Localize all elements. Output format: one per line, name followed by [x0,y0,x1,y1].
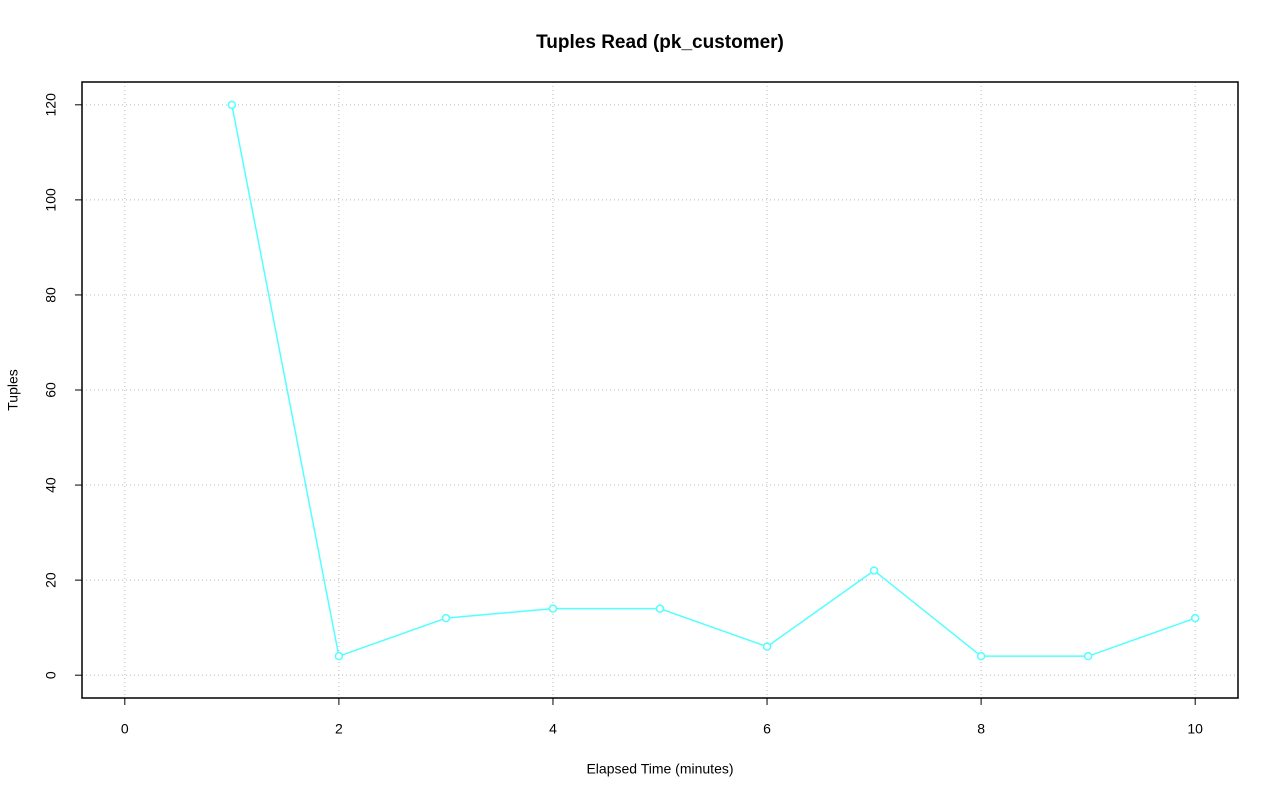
chart-title: Tuples Read (pk_customer) [536,32,784,53]
x-tick-label: 8 [977,721,985,737]
data-point [227,100,237,110]
x-tick-label: 2 [335,721,343,737]
y-tick-label: 100 [43,188,59,212]
x-tick-label: 4 [549,721,557,737]
y-tick-label: 60 [43,382,59,398]
data-point [976,651,986,661]
data-point [655,604,665,613]
data-point [1190,613,1200,623]
y-axis-label: Tuples [5,369,21,411]
data-point [548,604,558,613]
y-tick-label: 0 [43,671,59,679]
data-point [1083,651,1093,661]
data-point [334,651,344,661]
data-point [869,566,879,575]
data-point [762,642,772,651]
data-point [441,613,451,623]
y-tick-label: 80 [43,287,59,303]
plot-frame [81,81,1239,699]
x-tick-label: 6 [763,721,771,737]
y-tick-label: 20 [43,572,59,588]
y-tick-label: 40 [43,477,59,493]
x-tick-label: 10 [1187,721,1203,737]
y-tick-label: 120 [43,93,59,117]
x-axis-label: Elapsed Time (minutes) [586,761,733,777]
data-line [231,104,1196,658]
x-tick-label: 0 [121,721,129,737]
